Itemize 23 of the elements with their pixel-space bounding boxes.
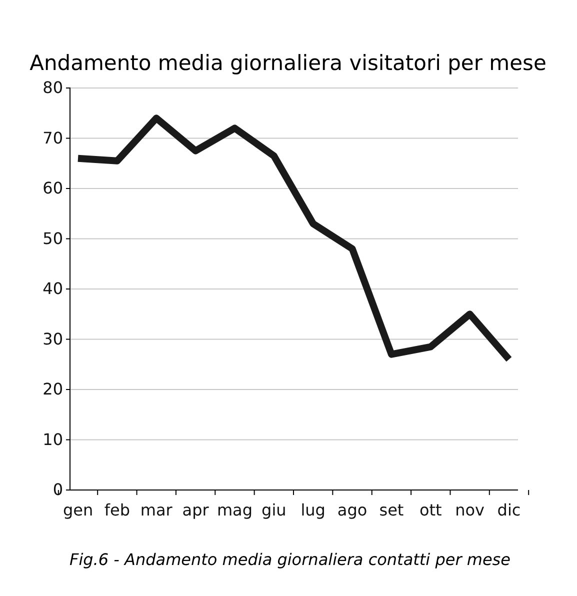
x-tick-label: nov: [455, 500, 485, 520]
x-tick-label: lug: [300, 500, 326, 520]
x-tick-label: mag: [216, 500, 252, 520]
x-tick-label: gen: [62, 500, 94, 520]
x-tick-label: dic: [497, 500, 521, 520]
y-tick-label: 30: [42, 329, 63, 348]
caption: Fig.6 - Andamento media giornaliera contatti per mese: [70, 550, 511, 569]
y-tick-label: 50: [42, 228, 63, 248]
y-tick-label: 0: [52, 480, 63, 500]
x-tick-label: mar: [140, 500, 173, 520]
x-tick-label: ott: [419, 500, 442, 520]
y-tick-label: 80: [42, 78, 63, 98]
y-tick-label: 40: [42, 279, 63, 298]
chart-title: Andamento media giornaliera visitatori per mese: [30, 51, 546, 75]
x-tick-label: feb: [104, 500, 130, 520]
y-tick-label: 70: [42, 128, 63, 148]
x-tick-label: apr: [182, 500, 210, 520]
x-tick-label: ago: [337, 500, 368, 520]
y-tick-label: 10: [42, 430, 63, 449]
y-tick-label: 20: [42, 380, 63, 399]
x-tick-label: set: [379, 500, 404, 520]
y-tick-label: 60: [42, 178, 63, 198]
x-tick-label: giu: [262, 500, 286, 520]
